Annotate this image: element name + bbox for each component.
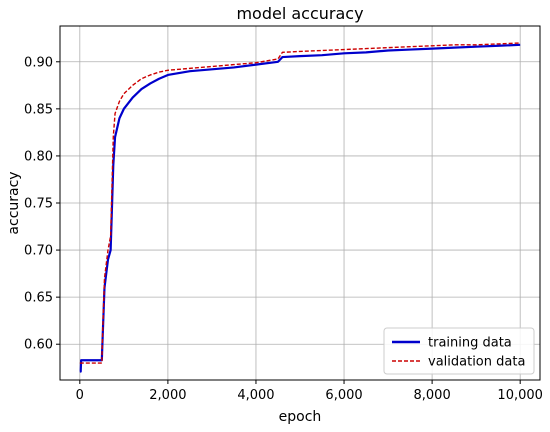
ticks: 0 2,000 4,000 6,000 8,000 10,000 0.60 0.65 0.70 0… (24, 55, 543, 403)
y-tick-label: 0.90 (24, 55, 53, 70)
y-tick-label: 0.75 (24, 197, 53, 212)
x-tick-label: 2,000 (149, 388, 186, 403)
y-tick-label: 0.60 (24, 338, 53, 353)
y-axis-label: accuracy (6, 171, 22, 234)
y-tick-label: 0.80 (24, 149, 53, 164)
series-line-training (79, 43, 521, 373)
y-tick-label: 0.85 (24, 102, 53, 117)
y-tick-label: 0.70 (24, 244, 53, 259)
legend: training data validation data (383, 327, 535, 375)
x-axis-label: epoch (279, 409, 322, 425)
x-tick-label: 8,000 (414, 388, 451, 403)
series-group (79, 42, 521, 373)
x-tick-label: 6,000 (325, 388, 362, 403)
legend-label-training: training data (428, 336, 512, 351)
x-tick-label: 10,000 (497, 388, 543, 403)
series-line-validation (79, 42, 521, 364)
x-tick-label: 0 (76, 388, 84, 403)
y-tick-label: 0.65 (24, 291, 53, 306)
legend-label-validation: validation data (428, 355, 525, 370)
legend-box (383, 327, 535, 375)
grid (60, 26, 540, 380)
x-tick-label: 4,000 (237, 388, 274, 403)
chart-title: model accuracy (236, 4, 363, 23)
